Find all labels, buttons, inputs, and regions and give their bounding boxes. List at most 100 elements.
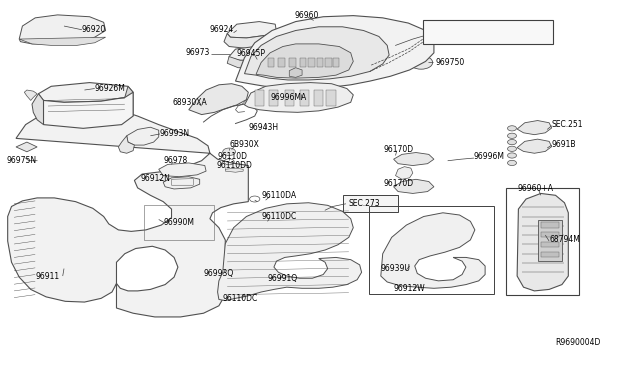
Polygon shape bbox=[118, 136, 134, 153]
Circle shape bbox=[403, 32, 416, 39]
Polygon shape bbox=[541, 252, 559, 257]
Polygon shape bbox=[236, 16, 434, 89]
Circle shape bbox=[508, 146, 516, 151]
Polygon shape bbox=[16, 142, 37, 152]
Text: 96973: 96973 bbox=[186, 48, 210, 57]
Polygon shape bbox=[268, 58, 274, 67]
Polygon shape bbox=[541, 242, 559, 247]
Polygon shape bbox=[227, 22, 276, 38]
Polygon shape bbox=[381, 213, 485, 288]
Polygon shape bbox=[308, 58, 315, 67]
Text: 68930XA: 68930XA bbox=[173, 98, 207, 107]
Text: 96926M: 96926M bbox=[95, 84, 125, 93]
Polygon shape bbox=[333, 58, 339, 67]
Text: 96170D: 96170D bbox=[384, 145, 414, 154]
Text: 68794M: 68794M bbox=[549, 235, 580, 244]
Text: 96924: 96924 bbox=[210, 25, 234, 34]
Polygon shape bbox=[317, 58, 323, 67]
Polygon shape bbox=[8, 106, 248, 317]
Text: NOT FOR SALE: NOT FOR SALE bbox=[429, 28, 484, 36]
Polygon shape bbox=[225, 168, 243, 172]
Text: 96110DA: 96110DA bbox=[261, 191, 296, 200]
Polygon shape bbox=[266, 32, 276, 45]
FancyBboxPatch shape bbox=[423, 20, 553, 44]
Polygon shape bbox=[300, 90, 309, 106]
Polygon shape bbox=[314, 90, 323, 106]
Text: 9691B: 9691B bbox=[552, 140, 576, 149]
Polygon shape bbox=[32, 94, 44, 125]
Polygon shape bbox=[44, 92, 133, 128]
Polygon shape bbox=[394, 179, 434, 193]
Polygon shape bbox=[541, 222, 559, 228]
Polygon shape bbox=[517, 121, 552, 135]
Text: 96920: 96920 bbox=[82, 25, 106, 34]
Text: 96943H: 96943H bbox=[248, 123, 278, 132]
FancyBboxPatch shape bbox=[343, 195, 398, 212]
Circle shape bbox=[508, 160, 516, 166]
Polygon shape bbox=[125, 86, 133, 116]
Polygon shape bbox=[289, 58, 296, 67]
Polygon shape bbox=[326, 90, 336, 106]
Text: 96996MA: 96996MA bbox=[270, 93, 307, 102]
Polygon shape bbox=[24, 90, 37, 100]
Text: 96911: 96911 bbox=[35, 272, 60, 280]
Text: 96939U: 96939U bbox=[381, 264, 411, 273]
Text: SEC.251: SEC.251 bbox=[552, 120, 583, 129]
Polygon shape bbox=[541, 232, 559, 237]
Polygon shape bbox=[255, 90, 264, 106]
Circle shape bbox=[348, 40, 366, 51]
Polygon shape bbox=[159, 163, 206, 177]
Text: 96993Q: 96993Q bbox=[204, 269, 234, 278]
Polygon shape bbox=[517, 193, 568, 291]
Polygon shape bbox=[394, 153, 434, 166]
Polygon shape bbox=[325, 58, 332, 67]
Polygon shape bbox=[289, 68, 302, 77]
Text: 96996M: 96996M bbox=[474, 153, 504, 161]
Circle shape bbox=[365, 35, 380, 44]
Polygon shape bbox=[224, 33, 266, 48]
Text: R9690004D: R9690004D bbox=[556, 339, 601, 347]
Polygon shape bbox=[244, 83, 353, 112]
Polygon shape bbox=[19, 37, 106, 45]
Circle shape bbox=[410, 56, 433, 69]
Circle shape bbox=[341, 36, 373, 55]
Polygon shape bbox=[300, 58, 306, 67]
Circle shape bbox=[508, 133, 516, 138]
Text: 96110DC: 96110DC bbox=[223, 294, 258, 303]
Text: 96991Q: 96991Q bbox=[268, 274, 298, 283]
Text: 96993N: 96993N bbox=[160, 129, 190, 138]
Text: 96912W: 96912W bbox=[394, 284, 425, 293]
Circle shape bbox=[223, 148, 236, 155]
Polygon shape bbox=[127, 127, 159, 145]
Text: 96912N: 96912N bbox=[141, 174, 171, 183]
Circle shape bbox=[397, 28, 422, 43]
Text: 96990M: 96990M bbox=[163, 218, 194, 227]
Text: 96960+A: 96960+A bbox=[517, 185, 553, 193]
Text: 96170D: 96170D bbox=[384, 179, 414, 187]
Circle shape bbox=[508, 140, 516, 145]
Polygon shape bbox=[189, 84, 248, 115]
Text: 96110DD: 96110DD bbox=[216, 161, 252, 170]
Polygon shape bbox=[227, 57, 272, 68]
Text: 96945P: 96945P bbox=[237, 49, 266, 58]
Text: 6B930X: 6B930X bbox=[229, 140, 259, 149]
Polygon shape bbox=[517, 139, 552, 153]
Circle shape bbox=[508, 153, 516, 158]
Text: 96110DC: 96110DC bbox=[261, 212, 296, 221]
Polygon shape bbox=[244, 27, 389, 80]
Polygon shape bbox=[285, 90, 294, 106]
Circle shape bbox=[508, 126, 516, 131]
Polygon shape bbox=[38, 83, 133, 102]
Text: 96975N: 96975N bbox=[6, 156, 36, 165]
Text: 969750: 969750 bbox=[435, 58, 465, 67]
Polygon shape bbox=[163, 177, 200, 189]
Polygon shape bbox=[278, 58, 285, 67]
Circle shape bbox=[358, 31, 387, 47]
Polygon shape bbox=[19, 15, 106, 44]
Text: 96960: 96960 bbox=[294, 11, 319, 20]
Polygon shape bbox=[229, 46, 272, 60]
Text: 96978: 96978 bbox=[163, 156, 188, 165]
Text: SEC.273: SEC.273 bbox=[349, 199, 380, 208]
Polygon shape bbox=[269, 90, 278, 106]
Polygon shape bbox=[256, 44, 353, 78]
